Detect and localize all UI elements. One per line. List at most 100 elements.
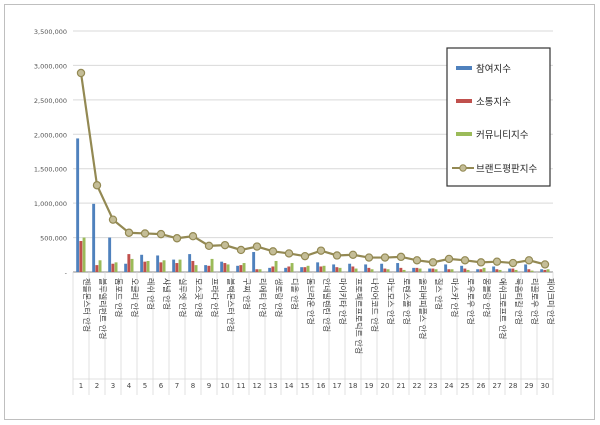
bar-2 <box>511 268 515 272</box>
rank-label: 19 <box>365 382 374 390</box>
legend-swatch <box>456 99 472 103</box>
bar-3 <box>514 269 518 272</box>
line-point <box>508 258 518 268</box>
bar-3 <box>242 263 246 272</box>
category-label: 레쉬 안경 <box>146 278 156 310</box>
category-label: 질스 안경 <box>434 278 444 310</box>
bar-3 <box>338 267 342 272</box>
bar-3 <box>146 260 150 272</box>
bar-2 <box>127 254 131 272</box>
rank-label: 12 <box>253 382 262 390</box>
bar-3 <box>370 269 374 272</box>
y-axis: - 500,000 1,000,000 1,500,000 2,000,000 2,500… <box>34 28 68 277</box>
bar-1 <box>508 268 512 272</box>
rank-label: 20 <box>381 382 390 390</box>
category-label: 톰브라운 안경 <box>306 278 316 325</box>
category-label: 생로랑 안경 <box>274 278 284 317</box>
bar-1 <box>316 262 320 272</box>
chart-frame: - 500,000 1,000,000 1,500,000 2,000,000 2,500… <box>4 4 595 420</box>
rank-label: 22 <box>413 382 422 390</box>
bar-2 <box>223 263 227 272</box>
rank-label: 21 <box>397 382 406 390</box>
line-point <box>156 229 166 239</box>
bar-2 <box>335 267 339 272</box>
bar-3 <box>178 259 182 272</box>
bar-2 <box>287 266 291 272</box>
category-label: 프라다 안경 <box>210 278 220 317</box>
bar-1 <box>220 261 224 272</box>
category-label: 올리버피플스 안경 <box>418 278 428 339</box>
line-point <box>92 181 102 190</box>
bar-1 <box>524 264 528 272</box>
rank-label: 18 <box>349 382 358 390</box>
category-label: 마스카 안경 <box>450 278 460 317</box>
bar-3 <box>418 268 422 272</box>
rank-label: 7 <box>175 382 179 390</box>
line-point <box>412 256 422 265</box>
y-tick-label: 1,500,000 <box>34 166 67 174</box>
bar-1 <box>476 269 480 272</box>
line-point <box>476 258 486 267</box>
bar-3 <box>466 269 470 272</box>
y-tick-label: 1,000,000 <box>34 200 67 208</box>
rank-label: 5 <box>143 382 147 390</box>
rank-label: 17 <box>333 382 342 390</box>
line-point <box>140 229 150 238</box>
bar-3 <box>546 269 550 272</box>
legend-box <box>446 47 551 187</box>
bar-2 <box>95 265 99 272</box>
category-label: 구찌 안경 <box>242 278 252 310</box>
bar-1 <box>268 267 272 272</box>
bar-1 <box>540 269 544 272</box>
bar-2 <box>351 266 355 272</box>
line-point <box>300 251 310 261</box>
bar-3 <box>210 258 214 272</box>
line-point <box>492 257 502 266</box>
line-point <box>124 228 134 237</box>
y-tick-label: 3,000,000 <box>34 62 67 70</box>
bar-1 <box>252 252 256 272</box>
bar-2 <box>303 267 307 272</box>
legend-swatch <box>456 132 472 136</box>
y-tick-label: 3,500,000 <box>34 28 67 36</box>
bar-2 <box>255 269 259 272</box>
line-point <box>332 251 342 260</box>
reputation-line <box>76 68 550 269</box>
bar-1 <box>492 266 496 272</box>
bar-2 <box>367 267 371 272</box>
bar-3 <box>82 237 86 272</box>
legend-label: 참여지수 <box>476 63 511 75</box>
category-label: 블루엘리펀트 안경 <box>98 278 108 339</box>
bar-2 <box>239 265 243 272</box>
bar-1 <box>124 263 128 272</box>
category-label: 몽블랑 안경 <box>482 278 492 317</box>
bar-1 <box>204 265 208 272</box>
category-label: 나인어코드 안경 <box>370 278 380 332</box>
bar-3 <box>114 262 118 272</box>
category-label: 디올 안경 <box>290 278 300 310</box>
rank-label: 10 <box>221 382 230 390</box>
bar-3 <box>226 264 230 272</box>
bar-1 <box>364 264 368 272</box>
bar-2 <box>159 262 163 272</box>
bar-1 <box>348 263 352 272</box>
bar-2 <box>447 269 451 272</box>
bar-3 <box>434 269 438 272</box>
bar-2 <box>271 266 275 272</box>
line-point <box>76 68 86 78</box>
line-point <box>316 246 326 255</box>
bar-3 <box>354 268 358 272</box>
bar-1 <box>236 265 240 272</box>
bar-1 <box>444 264 448 272</box>
rank-label: 11 <box>237 382 246 390</box>
line-point <box>396 252 406 262</box>
category-label: 애쉬크로프트 안경 <box>498 278 508 339</box>
category-label: 로렌스폴 안경 <box>402 278 412 325</box>
bar-3 <box>450 269 454 272</box>
rank-label: 26 <box>477 382 486 390</box>
bar-2 <box>543 269 547 272</box>
bar-2 <box>207 265 211 272</box>
y-tick-label: 2,500,000 <box>34 97 67 105</box>
line-point <box>188 231 198 241</box>
bar-1 <box>92 203 96 272</box>
